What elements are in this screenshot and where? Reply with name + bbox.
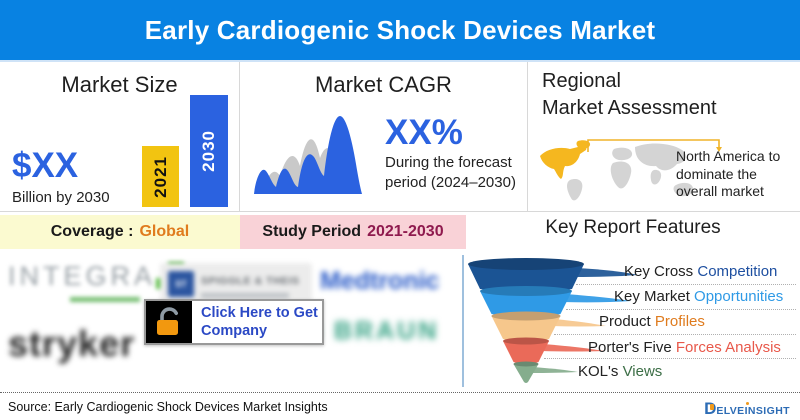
footer: Source: Early Cardiogenic Shock Devices … [0,392,800,420]
section-divider [462,255,464,387]
bar-2021-label: 2021 [150,155,170,198]
cagr-area-chart-icon [254,116,362,194]
feature-key-market-opportunities: Key Market Opportunities [614,288,784,305]
regional-note: North America to dominate the overall ma… [676,148,781,199]
source-text: Source: Early Cardiogenic Shock Devices … [8,400,328,414]
regional-section: Regional Market Assessment N [528,62,800,211]
feature-product-profiles: Product Profiles [599,313,705,330]
cagr-value: XX% [385,113,463,152]
regional-title: Regional Market Assessment [542,70,717,119]
logo-medtronic: Medtronic [320,267,440,295]
company-logos: INTEGRA ST SPIGGLE & THEIS Medtronic str… [0,249,462,392]
coverage-value: Global [139,223,190,240]
logo-stryker: stryker [8,323,136,364]
funnel-chart-icon [468,258,638,383]
feature-key-cross-competition: Key Cross Competition [624,263,778,280]
coverage-label: Coverage : [50,223,134,240]
integra-tagline-bar [70,297,140,302]
market-size-section: Market Size $XX Billion by 2030 2021 203… [0,62,240,211]
world-map-icon [540,139,722,201]
study-period-value: 2021-2030 [367,223,444,240]
top-sections: Market Size $XX Billion by 2030 2021 203… [0,62,800,212]
bar-2021: 2021 [142,146,179,207]
key-report-features: Key Cross Competition Key Market Opportu… [466,249,800,392]
spiggle-mark-icon: ST [168,271,194,297]
study-period-band: Study Period 2021-2030 [240,215,466,249]
study-period-label: Study Period [262,223,362,240]
dotted-separator [566,309,796,310]
market-cagr-section: Market CAGR XX% During the forecast peri… [240,62,528,211]
dotted-separator [544,358,796,359]
coverage-band: Coverage : Global [0,215,240,249]
dotted-separator [554,334,796,335]
lockbox [146,301,192,343]
logo-bbraun: B BRAUN [303,317,440,345]
banner: Early Cardiogenic Shock Devices Market [0,0,800,62]
market-size-title: Market Size [61,72,178,97]
cagr-caption: During the forecast period (2024–2030) [385,154,516,191]
page-title: Early Cardiogenic Shock Devices Market [144,14,656,45]
click-to-get-company-button[interactable]: Click Here to Get Company [144,299,324,345]
key-report-features-title: Key Report Features [545,217,721,238]
open-padlock-icon [157,307,178,335]
market-size-caption: Billion by 2030 [12,189,110,206]
overlay-text: Click Here to Get Company [201,304,318,339]
spiggle-subline-bar [201,292,289,298]
feature-kols-views: KOL's Views [578,363,663,380]
delveinsight-logo: D ELVE I NSIGHT [704,399,790,418]
market-size-value: $XX [12,146,79,185]
bar-2030: 2030 [190,95,228,207]
market-cagr-title: Market CAGR [315,72,452,97]
dotted-separator [576,284,796,285]
feature-porters-five-forces: Porter's Five Forces Analysis [588,339,781,356]
logo-spiggle-theis: ST SPIGGLE & THEIS [160,263,312,305]
bar-2030-label: 2030 [199,130,218,172]
